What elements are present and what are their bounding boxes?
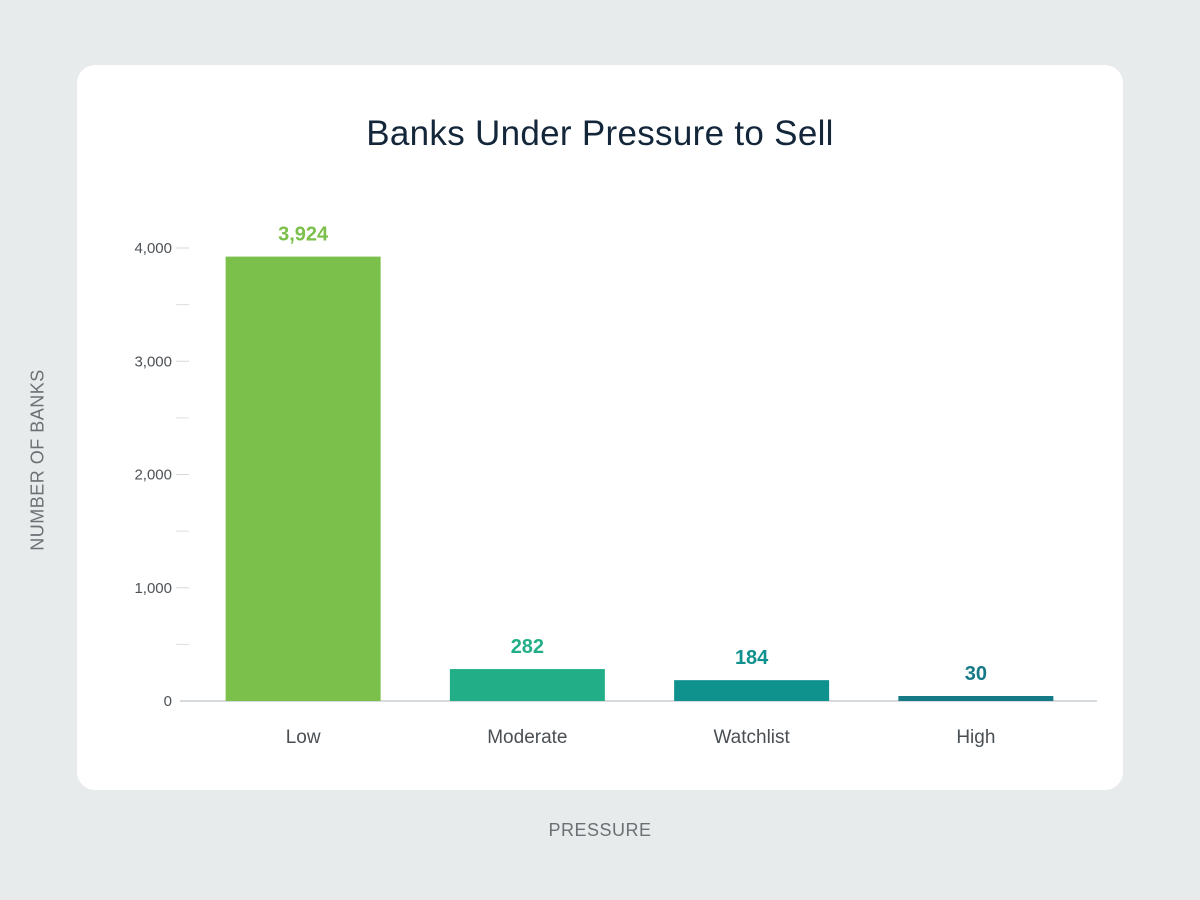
bar-low xyxy=(225,256,381,701)
y-tick-label: 1,000 xyxy=(134,580,172,597)
bar-watchlist xyxy=(674,680,830,701)
x-tick-label: Watchlist xyxy=(713,727,790,748)
data-label: 282 xyxy=(511,636,544,658)
y-tick-label: 3,000 xyxy=(134,353,172,370)
y-tick-label: 0 xyxy=(164,693,172,710)
y-tick-label: 4,000 xyxy=(134,240,172,257)
chart-title: Banks Under Pressure to Sell xyxy=(366,114,834,153)
x-tick-label: High xyxy=(956,727,995,748)
bar-high xyxy=(898,696,1054,701)
data-label: 30 xyxy=(965,663,987,685)
x-axis-label: PRESSURE xyxy=(548,820,652,840)
bar-moderate xyxy=(449,669,605,701)
data-label: 3,924 xyxy=(278,224,329,246)
y-tick-label: 2,000 xyxy=(134,467,172,484)
x-tick-label: Low xyxy=(286,727,321,748)
x-tick-label: Moderate xyxy=(487,727,567,748)
data-label: 184 xyxy=(735,647,769,669)
